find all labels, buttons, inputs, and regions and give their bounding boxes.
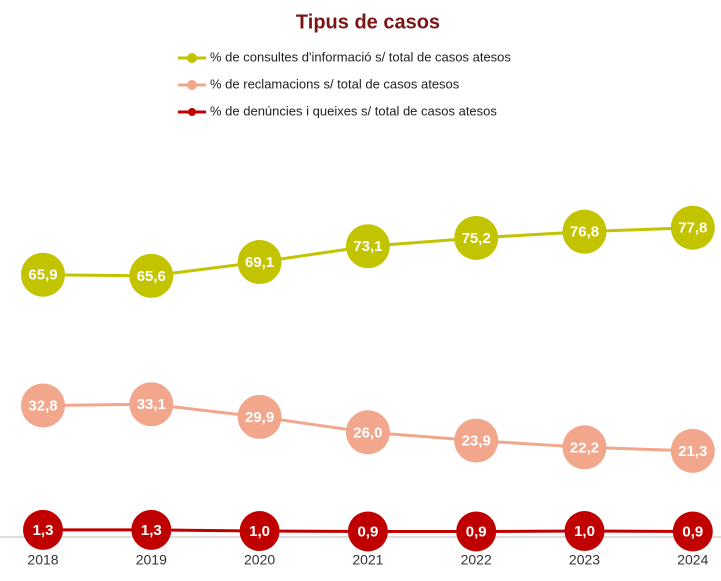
point: [237, 394, 282, 439]
point: [129, 382, 174, 427]
legend-label: % de consultes d'informació s/ total de …: [210, 49, 511, 64]
x-tick-label: 2020: [244, 552, 275, 568]
data-label: 0,9: [682, 523, 703, 540]
point: [345, 224, 390, 269]
point: [672, 511, 713, 552]
x-tick-label: 2021: [352, 552, 383, 568]
point: [23, 509, 63, 550]
point: [562, 425, 607, 470]
legend-marker: [187, 53, 197, 63]
legend-marker: [188, 108, 196, 116]
x-tick-label: 2018: [27, 552, 58, 568]
point: [454, 215, 499, 260]
point: [21, 252, 65, 297]
point: [562, 209, 607, 254]
point: [21, 383, 65, 428]
data-label: 26,0: [353, 424, 382, 441]
x-tick-label: 2022: [461, 552, 492, 568]
legend-marker: [187, 80, 197, 90]
data-label: 65,9: [28, 267, 57, 284]
point: [456, 511, 497, 552]
data-label: 29,9: [245, 409, 274, 426]
point: [564, 511, 605, 552]
x-tick-label: 2024: [677, 552, 708, 568]
data-label: 22,2: [570, 439, 599, 456]
point: [670, 428, 715, 473]
chart-title: Tipus de casos: [296, 11, 440, 33]
data-label: 77,8: [678, 220, 707, 237]
point: [670, 205, 715, 250]
data-label: 75,2: [462, 230, 491, 247]
data-label: 1,3: [141, 522, 162, 539]
point: [345, 410, 390, 455]
x-tick-label: 2019: [136, 552, 167, 568]
data-label: 33,1: [137, 396, 166, 413]
data-label: 32,8: [28, 397, 57, 414]
data-label: 1,0: [574, 523, 595, 540]
point: [239, 511, 280, 552]
data-label: 76,8: [570, 224, 599, 241]
data-label: 23,9: [462, 433, 491, 450]
data-label: 1,0: [249, 523, 270, 540]
data-label: 0,9: [357, 523, 378, 540]
data-label: 65,6: [137, 268, 166, 285]
legend-label: % de denúncies i queixes s/ total de cas…: [210, 103, 497, 118]
data-label: 73,1: [353, 238, 382, 255]
data-label: 21,3: [678, 443, 707, 460]
data-label: 1,3: [33, 522, 54, 539]
legend-label: % de reclamacions s/ total de casos ates…: [210, 76, 460, 91]
x-tick-label: 2023: [569, 552, 600, 568]
point: [237, 240, 282, 285]
data-label: 69,1: [245, 254, 274, 271]
point: [347, 511, 388, 552]
point: [129, 253, 174, 298]
point: [131, 509, 172, 550]
point: [454, 418, 499, 463]
data-label: 0,9: [466, 523, 487, 540]
